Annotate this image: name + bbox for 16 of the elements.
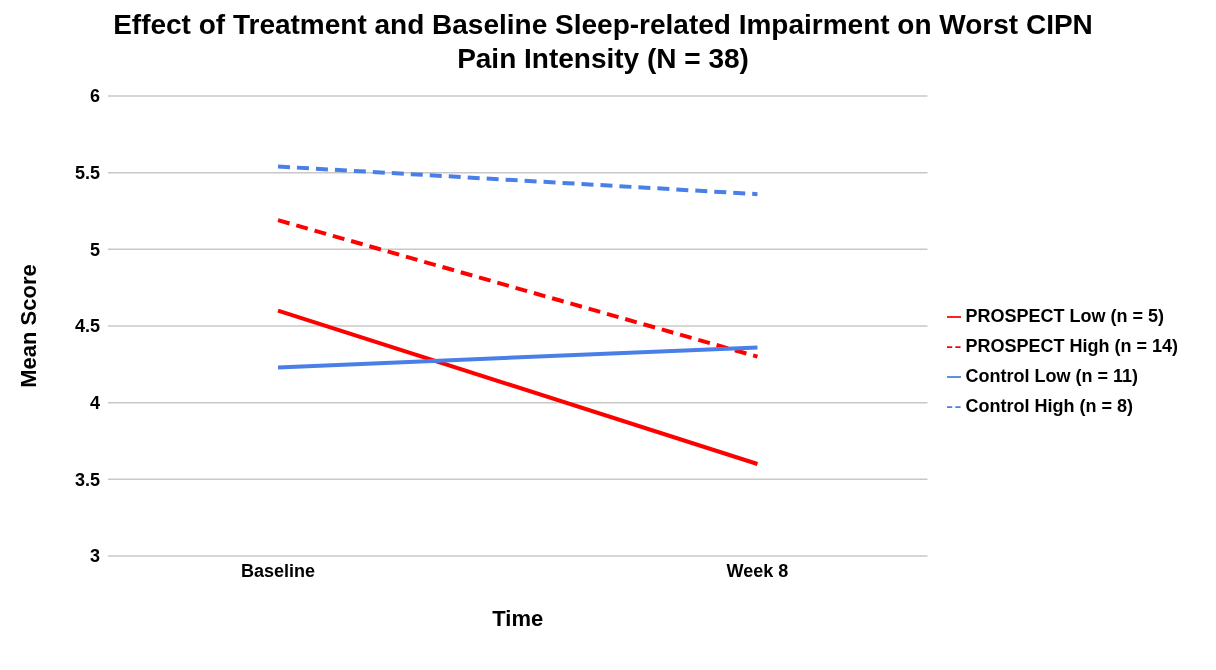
- y-tick-label: 6: [89, 86, 100, 107]
- x-axis-title: Time: [492, 606, 544, 631]
- y-tick-label: 3: [89, 546, 100, 567]
- legend-label: Control Low (n = 11): [965, 366, 1138, 386]
- y-tick-label: 5: [89, 239, 100, 260]
- legend-label: PROSPECT High (n = 14): [965, 336, 1178, 356]
- chart-title: Effect of Treatment and Baseline Sleep-related Impairment on Worst CIPN Pain Intensity (N = 38): [112, 8, 1094, 76]
- y-axis-title: Mean Score: [15, 264, 41, 388]
- y-tick-label: 5.5: [74, 163, 100, 184]
- legend-label: Control High (n = 8): [965, 396, 1133, 416]
- y-tick-label: 4: [89, 393, 100, 414]
- y-tick-label: 3.5: [74, 469, 100, 490]
- x-tick-label: Baseline: [240, 560, 316, 581]
- y-tick-label: 4.5: [74, 316, 100, 337]
- x-tick-label: Week 8: [726, 560, 789, 581]
- legend-label: PROSPECT Low (n = 5): [965, 306, 1164, 326]
